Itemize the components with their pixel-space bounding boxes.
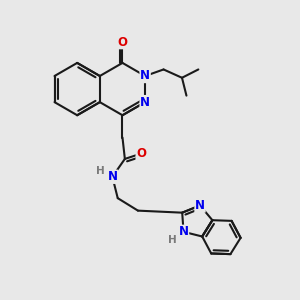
Text: N: N	[178, 225, 188, 238]
Text: O: O	[118, 36, 128, 49]
Text: N: N	[140, 96, 150, 109]
Text: H: H	[168, 235, 177, 245]
Text: N: N	[140, 70, 150, 83]
Text: H: H	[95, 167, 104, 176]
Text: O: O	[136, 147, 146, 160]
Text: N: N	[107, 170, 117, 183]
Text: N: N	[195, 199, 205, 212]
